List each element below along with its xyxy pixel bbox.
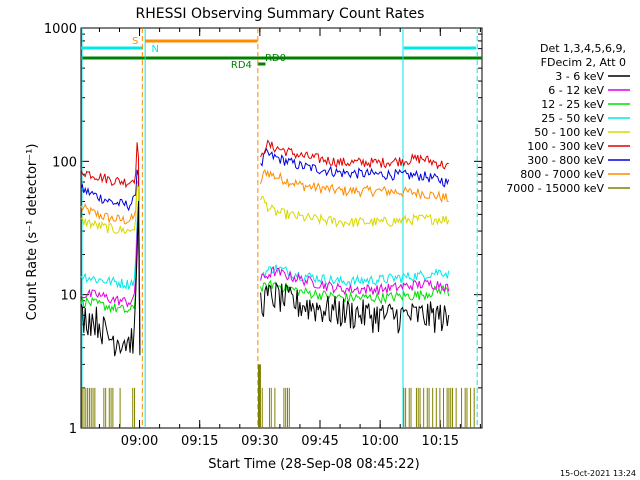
legend-label: 50 - 100 keV [534,126,604,139]
y-axis-label: Count Rate (s⁻¹ detector⁻¹) [25,144,40,321]
chart-title: RHESSI Observing Summary Count Rates [136,6,425,22]
legend-header-decimation: FDecim 2, Att 0 [541,56,626,69]
x-tick-label: 09:00 [121,434,158,449]
x-tick-label: 09:15 [181,434,218,449]
series-line [260,265,450,296]
series-line [260,168,449,203]
plot-frame [80,27,483,429]
series-line [260,281,450,334]
series-line [260,139,449,170]
series-line [80,212,141,349]
x-tick-label: 10:00 [361,434,398,449]
series-line [260,279,450,305]
series-line [80,169,141,345]
footer-date: 15-Oct-2021 13:24 [560,469,636,478]
y-tick-label: 10 [60,289,77,304]
legend-label: 25 - 50 keV [541,112,604,125]
series-line [80,200,141,343]
series-line [260,195,450,229]
state-flag-label: RD0 [265,53,286,64]
x-tick-label: 09:30 [241,434,278,449]
series-line [80,200,141,357]
legend-header-detectors: Det 1,3,4,5,6,9, [540,42,626,55]
series-line [260,264,450,287]
legend-label: 3 - 6 keV [555,70,604,83]
state-flag-label: N [151,44,158,55]
y-tick-label: 100 [52,155,77,170]
y-tick-label: 1000 [44,22,77,37]
x-tick-label: 09:45 [301,434,338,449]
state-flag-label: S [132,36,138,47]
series-line [80,184,141,346]
series-line [80,209,141,354]
x-axis-label: Start Time (28-Sep-08 08:45:22) [208,457,419,472]
series-line [80,179,141,340]
legend-label: 300 - 800 keV [527,154,604,167]
series-line [80,142,141,336]
state-flag-label: RD4 [231,60,252,71]
plot-area: 1 10 100 1000 09:00 09:15 09:30 09:45 10:00 10:15… [44,22,630,449]
legend-label: 100 - 300 keV [527,140,604,153]
series-line [260,147,450,188]
x-tick-label: 10:15 [422,434,459,449]
y-tick-label: 1 [69,422,77,437]
legend-label: 12 - 25 keV [541,98,604,111]
legend-label: 6 - 12 keV [548,84,604,97]
legend-label: 7000 - 15000 keV [506,182,604,195]
legend-label: 800 - 7000 keV [520,168,604,181]
